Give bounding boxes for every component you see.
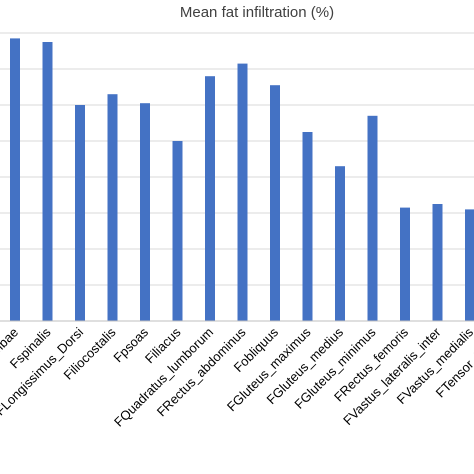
- bar-FVastus_lateralis_inter: [432, 204, 443, 321]
- bar-FVastus_medialis: [465, 209, 474, 321]
- bar-FRectus_femoris: [400, 207, 410, 321]
- bar-Fspinalis: [42, 42, 53, 321]
- bar-FGluteus_minimus: [367, 115, 378, 321]
- bar-FMultifidus_Lumbae: [10, 38, 20, 322]
- chart-title: Mean fat infiltration (%): [180, 4, 334, 21]
- bar-FRectus_abdominus: [237, 63, 248, 321]
- bar-Filiacus: [172, 141, 183, 321]
- bar-FGluteus_medius: [335, 166, 345, 321]
- bar-Fobliquus: [270, 85, 280, 321]
- bar-FLongissimus_Dorsi: [75, 105, 85, 321]
- bar-Fpsoas: [140, 103, 150, 321]
- x-tick-labels: FMultifidus_LumbaeFspinalisFLongissimus_…: [0, 324, 474, 430]
- bar-FGluteus_maximus: [302, 132, 313, 321]
- bars: [10, 38, 474, 322]
- bar-Filiocostalis: [107, 94, 118, 321]
- bar-FQuadratus_lumborum: [205, 76, 215, 321]
